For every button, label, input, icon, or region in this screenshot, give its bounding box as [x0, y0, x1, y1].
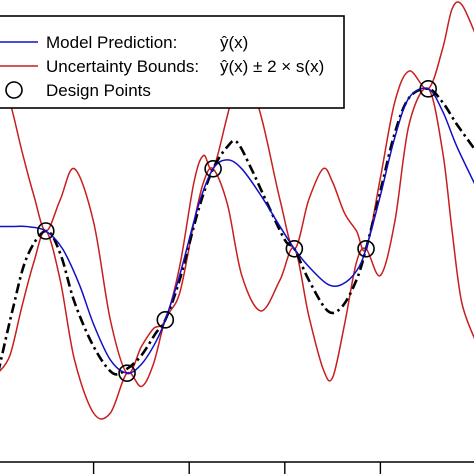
legend-box [0, 15, 345, 109]
legend: Model Prediction: ŷ(x) Uncertainty Bound… [0, 15, 345, 109]
legend-points-label: Design Points [46, 81, 151, 100]
legend-bounds-formula: ŷ(x) ± 2 × s(x) [220, 57, 324, 76]
legend-model-label: Model Prediction: [46, 33, 177, 52]
legend-design-point-marker [5, 81, 23, 99]
series-layer [0, 1, 474, 420]
design-point-4 [204, 160, 222, 178]
design-point-7 [419, 80, 438, 98]
design-point-3 [156, 311, 175, 329]
design-point-2 [118, 364, 136, 382]
design-point-5 [285, 239, 304, 258]
legend-bounds-label: Uncertainty Bounds: [46, 57, 199, 76]
legend-model-formula: ŷ(x) [220, 33, 248, 52]
x-axis [0, 461, 474, 474]
design-points-layer [36, 80, 438, 382]
design-point-1 [36, 222, 55, 240]
model-prediction-line [0, 87, 474, 374]
design-point-6 [357, 239, 375, 258]
lower-bound-line [0, 87, 474, 420]
true-function-line [0, 87, 474, 376]
